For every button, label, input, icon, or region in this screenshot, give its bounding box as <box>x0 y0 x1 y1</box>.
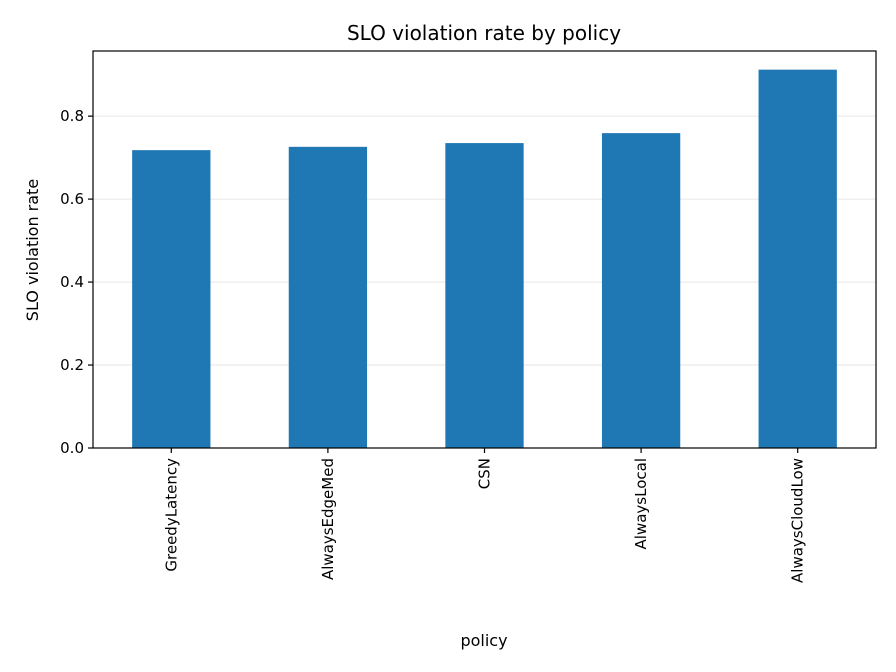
y-axis-ticks: 0.0 0.2 0.4 0.6 0.8 <box>60 107 93 457</box>
x-tick-label: AlwaysLocal <box>632 458 650 549</box>
y-tick-label: 0.2 <box>60 356 84 374</box>
x-axis-ticks: GreedyLatency AlwaysEdgeMed CSN AlwaysLocal… <box>162 448 807 583</box>
bar-csn <box>445 143 524 448</box>
y-tick-label: 0.4 <box>60 273 84 291</box>
x-tick-label: CSN <box>476 458 494 489</box>
y-tick-label: 0.0 <box>60 439 84 457</box>
bar-alwayslocal <box>601 133 681 448</box>
x-tick-label: AlwaysEdgeMed <box>319 458 337 580</box>
x-axis-label: policy <box>460 631 507 650</box>
bars <box>132 69 837 449</box>
x-tick-label: GreedyLatency <box>162 458 180 572</box>
bar-alwaysedgemed <box>288 146 368 449</box>
bar-greedylatency <box>132 150 211 448</box>
x-tick-label: AlwaysCloudLow <box>789 458 807 583</box>
chart-title: SLO violation rate by policy <box>347 21 621 45</box>
y-axis-label: SLO violation rate <box>23 179 42 321</box>
y-tick-label: 0.8 <box>60 107 84 125</box>
y-tick-label: 0.6 <box>60 190 84 208</box>
bar-alwayscloudlow <box>758 69 837 448</box>
